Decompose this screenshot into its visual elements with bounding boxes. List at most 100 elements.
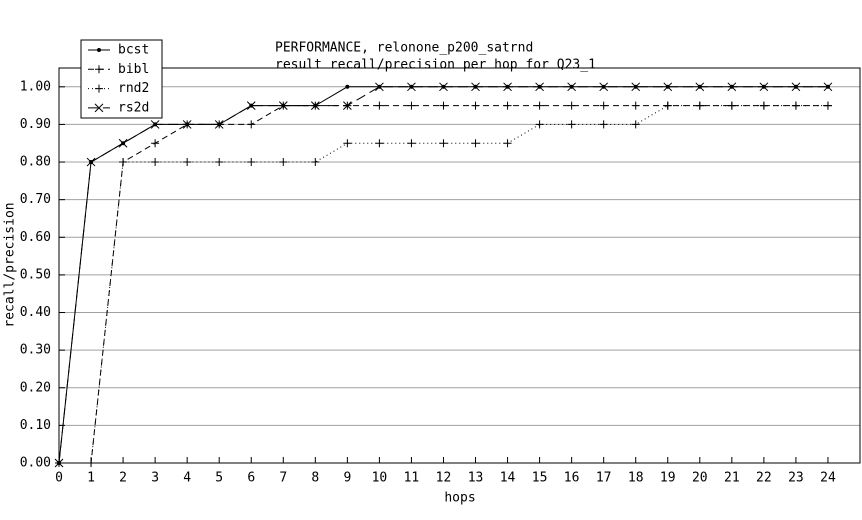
legend-label: bcst [118, 43, 149, 58]
marker [345, 84, 350, 89]
marker [823, 82, 833, 92]
marker [182, 120, 192, 129]
marker [97, 48, 101, 52]
x-tick-label: 17 [596, 471, 612, 486]
x-tick-label: 2 [119, 471, 127, 486]
x-tick-label: 10 [372, 471, 388, 486]
marker [151, 158, 160, 167]
marker [503, 101, 512, 110]
x-axis-label: hops [444, 491, 475, 506]
marker [535, 101, 544, 110]
marker [150, 120, 160, 129]
chart-title: PERFORMANCE, relonone_p200_satrnd [275, 41, 533, 56]
x-tick-label: 7 [279, 471, 287, 486]
y-axis-label: recall/precision [3, 202, 18, 327]
marker [791, 101, 800, 110]
x-tick-label: 16 [564, 471, 580, 486]
marker [183, 158, 192, 167]
x-tick-label: 8 [311, 471, 319, 486]
marker [631, 82, 641, 92]
marker [727, 82, 737, 92]
marker [663, 101, 672, 110]
marker [407, 139, 416, 148]
x-tick-label: 1 [87, 471, 95, 486]
marker [95, 65, 103, 74]
marker [375, 82, 384, 92]
marker [503, 82, 512, 92]
y-tick-label: 0.00 [20, 456, 51, 471]
marker [695, 101, 704, 110]
marker [631, 120, 640, 129]
chart-subtitle: result recall/precision per hop for Q23_… [275, 58, 596, 73]
marker [279, 158, 288, 167]
y-tick-label: 0.20 [20, 380, 51, 395]
marker [310, 101, 320, 110]
x-tick-label: 12 [436, 471, 452, 486]
marker [151, 139, 160, 148]
marker [567, 82, 576, 92]
plot-frame [58, 67, 861, 464]
y-tick-label: 0.70 [20, 192, 51, 207]
y-tick-label: 0.90 [20, 117, 51, 132]
y-tick-label: 0.50 [20, 267, 51, 282]
marker [695, 82, 705, 92]
marker [311, 158, 320, 167]
marker [599, 101, 608, 110]
x-tick-label: 18 [628, 471, 644, 486]
marker [567, 120, 576, 129]
y-tick-label: 0.30 [20, 343, 51, 358]
marker [86, 157, 96, 167]
x-tick-label: 19 [660, 471, 676, 486]
marker [407, 82, 416, 92]
x-tick-label: 6 [247, 471, 255, 486]
series-line [59, 105, 828, 464]
x-tick-label: 9 [343, 471, 351, 486]
marker [407, 101, 416, 110]
legend-label: bibl [118, 62, 149, 77]
marker [471, 139, 480, 148]
marker [87, 459, 96, 467]
y-tick-label: 0.60 [20, 230, 51, 245]
x-tick-label: 11 [404, 471, 420, 486]
marker [94, 103, 104, 113]
marker [823, 101, 832, 110]
marker [375, 101, 384, 110]
marker [503, 139, 512, 148]
marker [439, 101, 448, 110]
x-tick-label: 0 [55, 471, 63, 486]
legend-box [80, 39, 163, 119]
marker [759, 101, 768, 110]
x-tick-label: 14 [500, 471, 516, 486]
series-line [59, 105, 828, 464]
marker [343, 101, 352, 110]
marker [471, 82, 480, 92]
marker [54, 458, 64, 468]
x-tick-label: 3 [151, 471, 159, 486]
x-tick-label: 20 [692, 471, 708, 486]
marker [663, 82, 673, 92]
marker [535, 82, 544, 92]
y-tick-label: 1.00 [20, 79, 51, 94]
marker [215, 158, 224, 167]
y-tick-label: 0.40 [20, 305, 51, 320]
marker [375, 139, 384, 148]
marker [471, 101, 480, 110]
marker [214, 120, 224, 129]
legend-label: rs2d [118, 100, 149, 115]
marker [246, 101, 256, 110]
legend-label: rnd2 [118, 81, 149, 96]
marker [247, 158, 256, 167]
marker [727, 101, 736, 110]
marker [118, 138, 128, 148]
marker [439, 139, 448, 148]
marker [95, 84, 103, 93]
x-tick-label: 22 [756, 471, 772, 486]
marker [567, 101, 576, 110]
x-tick-label: 4 [183, 471, 191, 486]
x-tick-label: 15 [532, 471, 548, 486]
marker [119, 158, 128, 167]
x-tick-label: 13 [468, 471, 484, 486]
marker [278, 101, 288, 110]
